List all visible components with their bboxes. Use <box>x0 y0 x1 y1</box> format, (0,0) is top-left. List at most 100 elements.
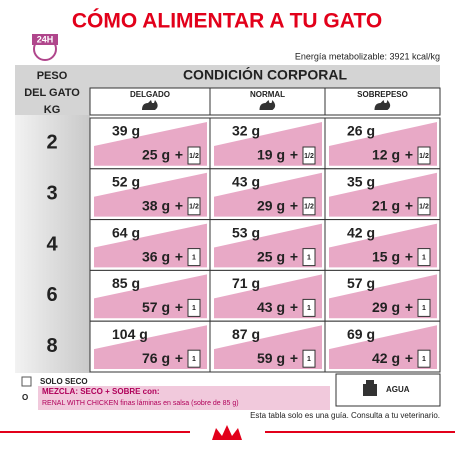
mix-band <box>94 325 207 369</box>
dry-amount: 35 g <box>347 174 375 190</box>
pouch-amount: 1 <box>192 254 196 261</box>
mix-band <box>214 325 322 369</box>
condition: CONDICIÓN CORPORAL <box>183 66 348 83</box>
mix-band <box>214 172 322 217</box>
mix-band <box>329 223 437 268</box>
plus: + <box>175 299 183 315</box>
mix-amount: 15 g <box>372 248 400 264</box>
pouch-amount: 1/2 <box>304 204 314 211</box>
plus: + <box>175 147 183 163</box>
plus: + <box>175 350 183 366</box>
cat-icon <box>259 100 276 110</box>
mix-band <box>94 122 207 166</box>
column-header: DELGADO <box>130 90 170 99</box>
plus: + <box>405 350 413 366</box>
cat-icon <box>374 100 391 110</box>
plus: + <box>405 248 413 264</box>
dry-amount: 85 g <box>112 275 140 291</box>
plus: + <box>290 248 298 264</box>
water-icon <box>363 380 377 396</box>
mix-band <box>214 274 322 319</box>
weight: 3 <box>46 182 57 204</box>
dry-amount: 104 g <box>112 326 148 342</box>
plus: + <box>405 198 413 214</box>
badge: 24H <box>37 34 54 44</box>
pouch-icon <box>302 248 316 267</box>
weight: 8 <box>46 335 57 357</box>
pouch-icon <box>417 197 431 216</box>
legend-mix: MEZCLA: SECO + SOBRE con: <box>42 387 160 396</box>
footnote: Esta tabla solo es una guía. Consulta a … <box>250 411 440 420</box>
dry-amount: 64 g <box>112 224 140 240</box>
pouch-amount: 1 <box>307 254 311 261</box>
dry-amount: 43 g <box>232 174 260 190</box>
mix-amount: 38 g <box>142 198 170 214</box>
dry-amount: 26 g <box>347 123 375 139</box>
dry-amount: 52 g <box>112 174 140 190</box>
mix-band <box>329 274 437 319</box>
dry-amount: 87 g <box>232 326 260 342</box>
dry-amount: 53 g <box>232 224 260 240</box>
pouch-amount: 1 <box>422 356 426 363</box>
logo <box>212 425 242 440</box>
dry-amount: 69 g <box>347 326 375 342</box>
pouch-icon <box>417 146 431 165</box>
pouch-icon <box>417 298 431 317</box>
plus: + <box>175 248 183 264</box>
mix-band <box>94 172 207 217</box>
plus: + <box>405 147 413 163</box>
pouch-amount: 1 <box>192 356 196 363</box>
weight-header: DEL GATO <box>24 87 80 99</box>
plus: + <box>290 198 298 214</box>
pouch-icon <box>302 349 316 368</box>
mix-amount: 21 g <box>372 198 400 214</box>
legend-dry: SOLO SECO <box>40 377 88 386</box>
mix-band <box>329 122 437 166</box>
pouch-icon <box>187 298 201 317</box>
mix-band <box>214 223 322 268</box>
pouch-amount: 1/2 <box>304 153 314 160</box>
mix-band <box>94 223 207 268</box>
mix-band <box>214 122 322 166</box>
weight: 2 <box>46 132 57 154</box>
dry-amount: 57 g <box>347 275 375 291</box>
weight-header: PESO <box>37 70 68 82</box>
pouch-amount: 1/2 <box>189 153 199 160</box>
mix-amount: 19 g <box>257 147 285 163</box>
mix-amount: 59 g <box>257 350 285 366</box>
pouch-icon <box>302 298 316 317</box>
plus: + <box>405 299 413 315</box>
dry-amount: 71 g <box>232 275 260 291</box>
pouch-icon <box>417 349 431 368</box>
pouch-amount: 1/2 <box>419 204 429 211</box>
weight-col-bg <box>15 115 90 373</box>
badge-bg <box>32 34 58 45</box>
weight-header: KG <box>44 104 61 116</box>
pouch-icon <box>187 248 201 267</box>
pouch-icon <box>187 146 201 165</box>
legend-water: AGUA <box>386 385 410 394</box>
mix-box <box>38 386 330 410</box>
pouch-amount: 1 <box>307 356 311 363</box>
pouch-amount: 1 <box>422 254 426 261</box>
weight: 6 <box>46 284 57 306</box>
pouch-amount: 1 <box>422 305 426 312</box>
legend-product: RENAL WITH CHICKEN finas láminas en sals… <box>42 400 239 407</box>
pouch-amount: 1/2 <box>189 204 199 211</box>
mix-amount: 36 g <box>142 248 170 264</box>
energy: Energía metabolizable: 3921 kcal/kg <box>295 51 440 61</box>
pouch-icon <box>302 146 316 165</box>
pouch-icon <box>187 197 201 216</box>
legend-or: O <box>22 393 28 402</box>
mix-band <box>329 172 437 217</box>
mix-amount: 25 g <box>257 248 285 264</box>
dry-amount: 42 g <box>347 224 375 240</box>
plus: + <box>290 350 298 366</box>
cat-icon <box>142 100 158 110</box>
dry-amount: 39 g <box>112 123 140 139</box>
pouch-amount: 1 <box>192 305 196 312</box>
plus: + <box>175 198 183 214</box>
title: CÓMO ALIMENTAR A TU GATO <box>72 9 382 33</box>
plus: + <box>290 299 298 315</box>
